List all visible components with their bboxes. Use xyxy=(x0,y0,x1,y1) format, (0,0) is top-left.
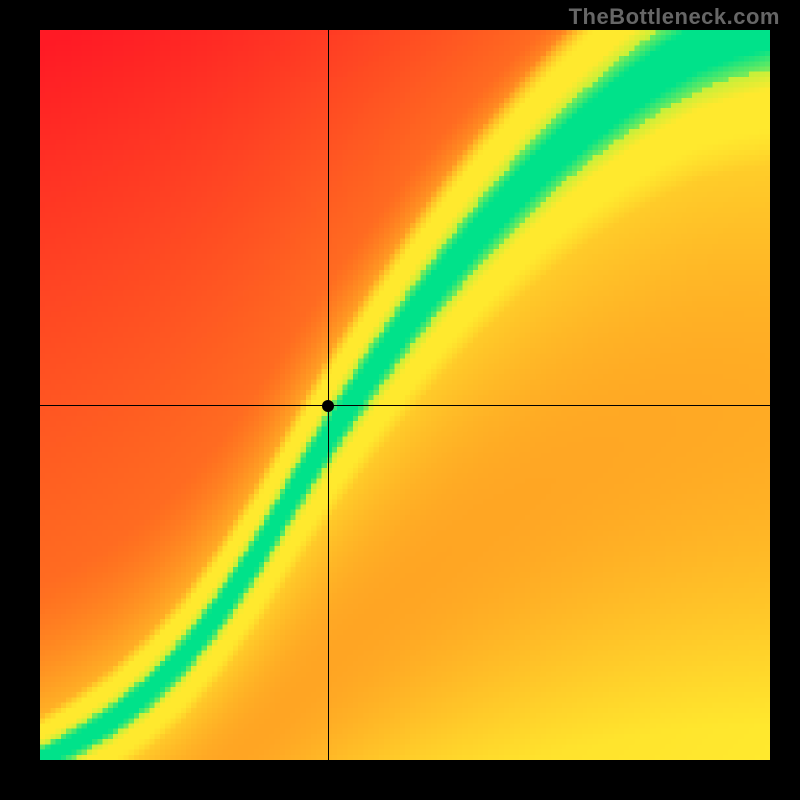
heatmap-canvas xyxy=(40,30,770,760)
crosshair-marker xyxy=(322,400,334,412)
plot-area xyxy=(40,30,770,760)
watermark-text: TheBottleneck.com xyxy=(569,4,780,30)
crosshair-vertical xyxy=(328,30,329,760)
crosshair-horizontal xyxy=(40,405,770,406)
